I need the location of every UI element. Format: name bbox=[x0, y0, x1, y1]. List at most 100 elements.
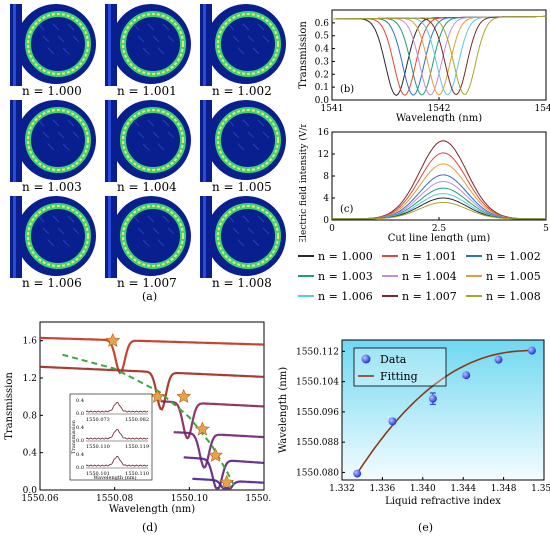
field-pattern bbox=[147, 215, 155, 223]
y-tick-label: 16 bbox=[318, 128, 330, 138]
legend-swatch bbox=[298, 255, 314, 257]
y-tick-label: 0.6 bbox=[315, 19, 330, 29]
field-series bbox=[332, 163, 546, 220]
ring-simulation bbox=[198, 4, 290, 86]
ring-mode-core bbox=[27, 109, 89, 171]
measured-spectrum bbox=[40, 336, 265, 375]
panel-label-b: (b) bbox=[340, 84, 354, 95]
legend-label: n = 1.002 bbox=[486, 249, 541, 263]
ring-simulation bbox=[8, 4, 100, 86]
legend-swatch bbox=[382, 255, 398, 257]
transmission-series bbox=[332, 15, 547, 96]
field-pattern bbox=[52, 215, 60, 223]
waveguide-core bbox=[108, 100, 111, 182]
field-pattern bbox=[152, 227, 160, 235]
field-pattern bbox=[252, 47, 260, 55]
inset-x-tick: 1550.110 bbox=[86, 444, 110, 450]
x-tick-label: 1550.08 bbox=[96, 494, 133, 504]
data-point bbox=[494, 355, 503, 364]
field-pattern bbox=[157, 47, 165, 55]
field-pattern bbox=[242, 119, 250, 127]
sim-label: n = 1.006 bbox=[22, 276, 82, 290]
data-point bbox=[428, 394, 437, 403]
field-pattern bbox=[57, 35, 65, 43]
panel-label-e: (e) bbox=[418, 521, 434, 534]
field-pattern bbox=[62, 239, 70, 247]
field-series bbox=[332, 181, 546, 220]
field-pattern bbox=[257, 23, 265, 31]
x-tick-label: 1542 bbox=[428, 104, 451, 114]
field-series bbox=[332, 187, 546, 220]
x-tick-label: 1550.10 bbox=[171, 494, 208, 504]
data-point bbox=[353, 469, 362, 478]
inset-peak bbox=[85, 428, 149, 440]
ring-mode-core bbox=[217, 13, 279, 75]
legend-swatch bbox=[382, 275, 398, 277]
dip-star-marker bbox=[105, 332, 121, 347]
x-tick-label: 1.340 bbox=[410, 484, 436, 494]
field-pattern bbox=[252, 239, 260, 247]
ring-mode-core bbox=[27, 13, 89, 75]
field-pattern bbox=[62, 143, 70, 151]
x-tick-label: 5 bbox=[543, 224, 549, 234]
field-pattern bbox=[247, 227, 255, 235]
x-tick-label: 1.336 bbox=[370, 484, 396, 494]
legend-swatch bbox=[466, 295, 482, 297]
legend-entry: n = 1.008 bbox=[466, 287, 550, 305]
legend-entry: n = 1.000 bbox=[298, 247, 382, 265]
y-axis-label: Electric field intensity (V/m) bbox=[298, 124, 309, 242]
y-tick-label: 1550.096 bbox=[296, 408, 339, 418]
legend-label: n = 1.007 bbox=[402, 289, 457, 303]
field-pattern bbox=[57, 131, 65, 139]
waveguide-core bbox=[13, 196, 16, 278]
field-pattern bbox=[57, 227, 65, 235]
dip-star-marker bbox=[150, 388, 166, 403]
measured-spectrum bbox=[183, 456, 265, 490]
y-axis-label: Transmission bbox=[4, 372, 15, 440]
transmission-series bbox=[332, 15, 546, 96]
sim-label: n = 1.002 bbox=[212, 84, 272, 98]
measured-spectrum bbox=[161, 400, 265, 440]
field-pattern bbox=[132, 119, 140, 127]
transmission-series bbox=[332, 15, 546, 96]
field-pattern bbox=[72, 131, 80, 139]
legend-entry: n = 1.004 bbox=[382, 267, 466, 285]
y-tick-label: 1.6 bbox=[23, 337, 38, 347]
ring-simulation bbox=[103, 196, 195, 278]
field-pattern bbox=[147, 119, 155, 127]
inset-y-tick: 0.0 bbox=[76, 438, 84, 444]
field-pattern bbox=[132, 23, 140, 31]
field-pattern bbox=[52, 119, 60, 127]
inset-y-tick: 0.0 bbox=[76, 465, 84, 471]
field-pattern bbox=[227, 119, 235, 127]
legend-swatch bbox=[298, 275, 314, 277]
field-series bbox=[332, 140, 546, 220]
field-pattern bbox=[167, 35, 175, 43]
transmission-series bbox=[332, 15, 546, 96]
legend-label: n = 1.000 bbox=[318, 249, 373, 263]
y-tick-label: 0.4 bbox=[23, 449, 38, 459]
inset-y-tick: 0.4 bbox=[76, 398, 84, 404]
inset-y-tick: 0.0 bbox=[76, 411, 84, 417]
field-pattern bbox=[257, 119, 265, 127]
chart-e: 1550.080 1550.088 1550.096 1550.104 1550.112… bbox=[278, 339, 550, 507]
inset-x-tick: 1550.119 bbox=[125, 444, 149, 450]
field-pattern bbox=[252, 143, 260, 151]
legend-entry: n = 1.001 bbox=[382, 247, 466, 265]
legend-swatch bbox=[298, 295, 314, 297]
field-pattern bbox=[167, 131, 175, 139]
field-pattern bbox=[142, 47, 150, 55]
y-tick-label: 0.4 bbox=[315, 45, 330, 55]
field-series bbox=[332, 197, 546, 220]
field-pattern bbox=[237, 47, 245, 55]
panel-label-a: (a) bbox=[142, 290, 158, 303]
field-pattern bbox=[162, 215, 170, 223]
inset-y-label: Transmission bbox=[71, 419, 77, 454]
dip-star-marker bbox=[194, 421, 210, 436]
legend-entry: n = 1.003 bbox=[298, 267, 382, 285]
field-pattern bbox=[227, 23, 235, 31]
legend-entry: n = 1.006 bbox=[298, 287, 382, 305]
field-series bbox=[332, 152, 546, 220]
